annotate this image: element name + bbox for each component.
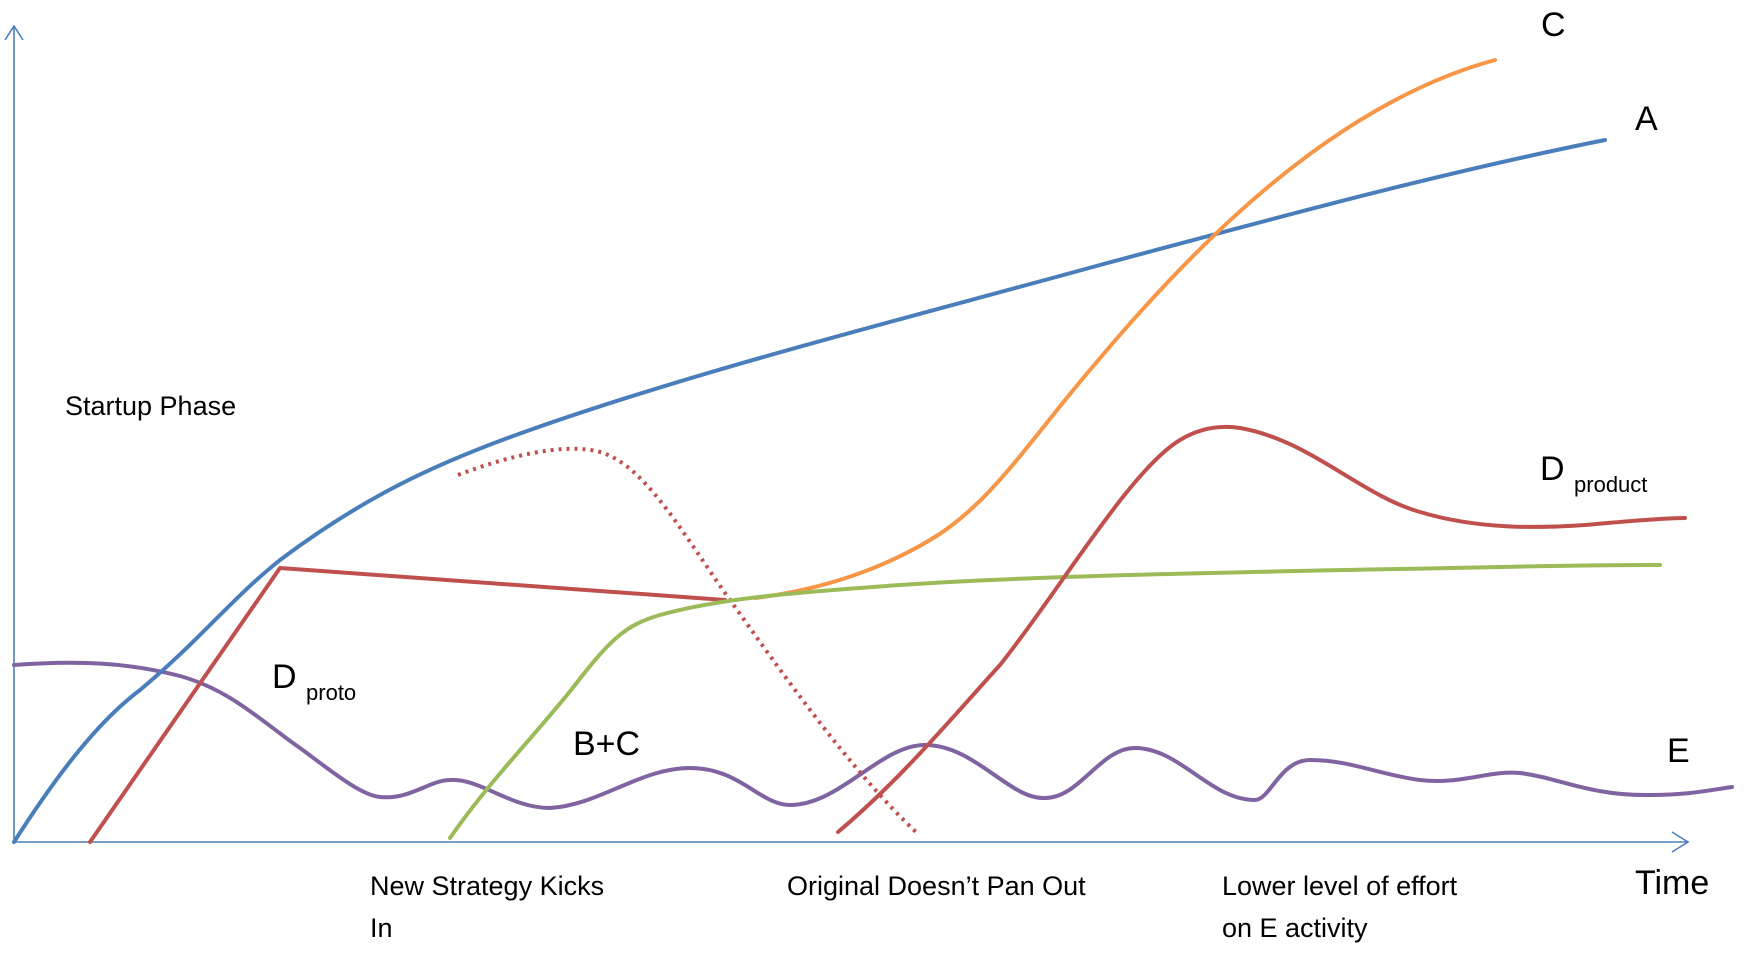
- x-axis-label: Time: [1635, 864, 1709, 902]
- label-c: C: [1541, 6, 1566, 44]
- lower-effort-label-line2: on E activity: [1222, 913, 1368, 943]
- curve-labels: C A D product D proto B+C E: [272, 6, 1690, 770]
- new-strategy-label-line1: New Strategy Kicks: [370, 871, 604, 901]
- startup-phase-label: Startup Phase: [65, 391, 236, 421]
- lower-effort-label-line1: Lower level of effort: [1222, 871, 1458, 901]
- curves: [12, 58, 1734, 844]
- curve-d-proto: [88, 566, 727, 844]
- label-d-proto-sub: proto: [306, 680, 356, 705]
- axes: [4, 24, 1690, 853]
- y-axis-arrowhead: [4, 24, 24, 41]
- original-fails-label: Original Doesn’t Pan Out: [787, 871, 1086, 901]
- annotations: Time Startup Phase New Strategy Kicks In…: [65, 391, 1709, 943]
- label-e: E: [1667, 732, 1690, 770]
- label-b-plus-c: B+C: [573, 725, 640, 763]
- curve-d-product: [836, 424, 1687, 834]
- curve-original: [457, 446, 919, 835]
- label-d-product-sub: product: [1574, 472, 1647, 497]
- label-d-product: D product: [1540, 450, 1647, 497]
- label-d-proto: D proto: [272, 658, 356, 705]
- curve-a: [12, 138, 1607, 844]
- curve-c: [753, 58, 1497, 600]
- label-d-product-main: D: [1540, 450, 1565, 488]
- label-d-proto-main: D: [272, 658, 297, 696]
- new-strategy-label-line2: In: [370, 913, 393, 943]
- x-axis-arrowhead: [1671, 831, 1690, 853]
- curve-b-plus-c: [448, 563, 1662, 840]
- label-a: A: [1635, 100, 1658, 138]
- curve-e: [12, 660, 1734, 810]
